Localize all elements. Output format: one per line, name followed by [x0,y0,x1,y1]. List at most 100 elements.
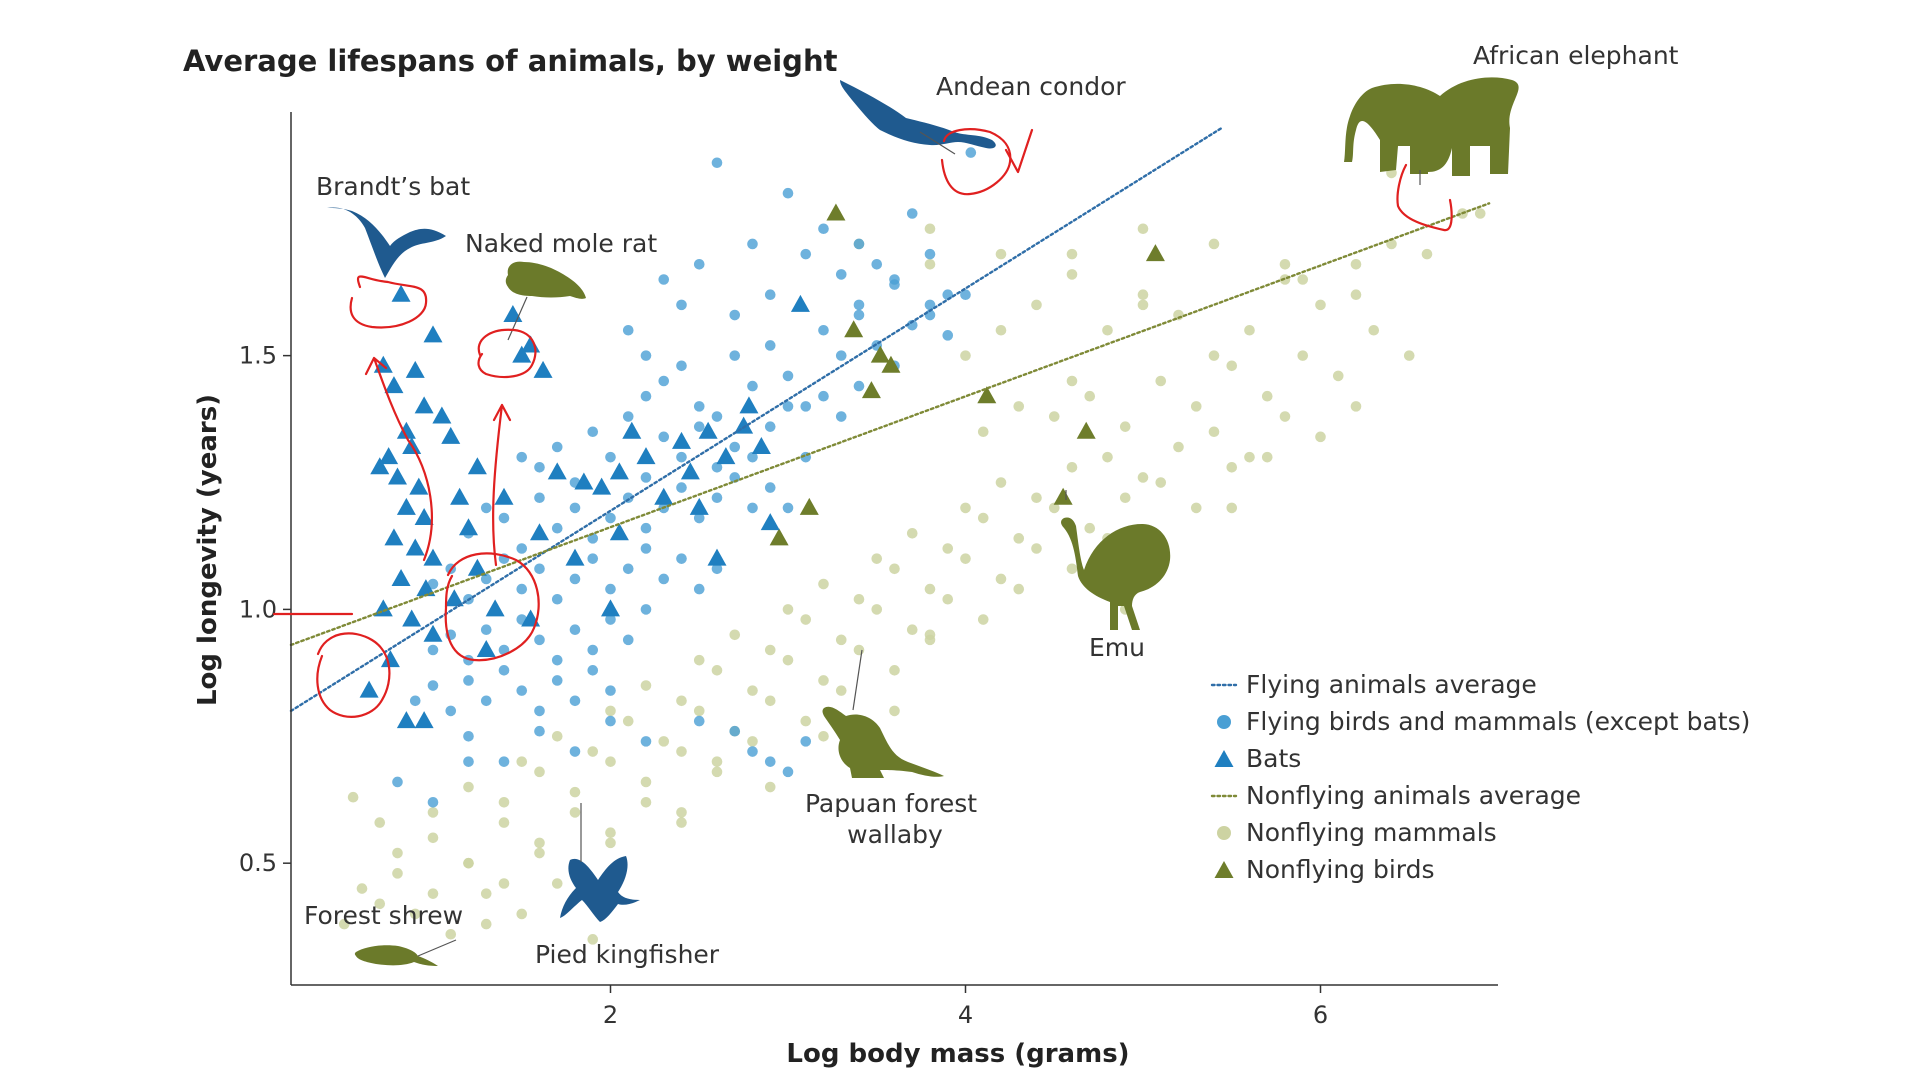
point-nonflying-mammals [782,604,794,615]
point-flying-birds-and-mammals-except-bats [782,766,794,778]
point-flying-birds-and-mammals-except-bats [463,756,474,767]
point-nonflying-mammals [347,791,359,803]
point-flying-birds-and-mammals-except-bats [534,705,545,717]
point-nonflying-mammals [995,477,1007,488]
point-flying-birds-and-mammals-except-bats [516,451,528,463]
x-axis-ticks: 2 4 6 [603,985,1328,1029]
point-nonflying-mammals [1137,472,1149,483]
point-flying-birds-and-mammals-except-bats [658,431,670,443]
point-flying-birds-and-mammals-except-bats [693,401,705,412]
point-nonflying-mammals [1190,502,1202,514]
legend-item: Bats [1214,744,1301,773]
point-flying-birds-and-mammals-except-bats [463,675,474,686]
point-flying-birds-and-mammals-except-bats [764,756,776,767]
point-nonflying-mammals [977,614,989,625]
point-nonflying-mammals [640,776,652,788]
point-nonflying-mammals [1244,324,1255,336]
y-tick-label: 1.5 [239,342,277,370]
point-nonflying-mammals [1031,543,1042,554]
point-flying-birds-and-mammals-except-bats [747,746,758,757]
point-flying-birds-and-mammals-except-bats [427,796,439,808]
point-bats [405,538,425,556]
annotation-papuan-forest-wallaby-line2: wallaby [847,820,943,849]
y-axis-ticks: 0.5 1.0 1.5 [239,342,291,877]
point-flying-birds-and-mammals-except-bats [480,695,492,707]
point-bats [450,487,470,505]
point-flying-birds-and-mammals-except-bats [800,401,812,412]
point-nonflying-birds [769,528,789,546]
point-flying-birds-and-mammals-except-bats [924,248,936,260]
point-flying-birds-and-mammals-except-bats [835,269,847,280]
point-nonflying-mammals [1368,324,1380,336]
point-nonflying-mammals [764,695,776,707]
point-nonflying-mammals [942,593,954,605]
point-flying-birds-and-mammals-except-bats [764,482,776,493]
y-axis-title: Log longevity (years) [193,394,223,706]
annotation-emu: Emu [1089,633,1145,662]
point-bats [592,477,612,495]
point-nonflying-mammals [1208,350,1220,361]
point-flying-birds-and-mammals-except-bats [711,461,723,473]
point-nonflying-mammals [427,888,439,899]
legend-item: Nonflying mammals [1217,818,1497,847]
point-bats [467,558,487,576]
point-bats [423,548,443,566]
handwritten-ink-annotations [272,128,1453,718]
point-nonflying-mammals [1190,401,1202,412]
x-tick-label: 4 [958,1001,973,1029]
point-nonflying-mammals [658,736,670,747]
point-bats [609,523,629,541]
point-nonflying-mammals [800,715,812,727]
point-nonflying-mammals [498,878,510,889]
point-nonflying-mammals [977,512,989,524]
point-nonflying-mammals [676,807,687,818]
point-flying-birds-and-mammals-except-bats [729,441,741,453]
point-nonflying-birds [1145,244,1165,262]
x-tick-label: 2 [603,1001,618,1029]
point-nonflying-mammals [747,685,758,696]
point-flying-birds-and-mammals-except-bats [853,238,865,250]
emu-silhouette-icon [1061,517,1171,630]
point-nonflying-birds [870,345,890,363]
point-flying-birds-and-mammals-except-bats [747,451,758,463]
ink-circle [444,552,540,662]
point-flying-birds-and-mammals-except-bats [747,380,758,392]
point-bats [432,406,452,424]
point-flying-birds-and-mammals-except-bats [605,715,616,727]
point-bats [654,487,674,505]
point-flying-birds-and-mammals-except-bats [729,725,741,737]
point-nonflying-mammals [356,883,368,894]
legend-item: Nonflying animals average [1210,781,1581,810]
point-bats [414,508,434,526]
point-nonflying-mammals [569,786,581,798]
legend: Flying animals average Flying birds and m… [1210,670,1750,884]
point-flying-birds-and-mammals-except-bats [640,543,652,554]
animal-silhouettes [327,77,1519,966]
point-nonflying-mammals [1297,350,1309,361]
point-flying-birds-and-mammals-except-bats [551,654,563,666]
point-flying-birds-and-mammals-except-bats [711,157,723,169]
point-bats [574,472,594,490]
kingfisher-silhouette-icon [560,856,640,922]
point-nonflying-mammals [1386,238,1397,250]
point-nonflying-mammals [1031,492,1042,504]
shrew-silhouette-icon [354,945,438,966]
point-flying-birds-and-mammals-except-bats [569,624,581,636]
point-nonflying-mammals [853,644,865,656]
point-nonflying-mammals [871,604,883,615]
point-bats [734,416,754,434]
legend-label: Nonflying birds [1246,855,1435,884]
point-nonflying-mammals [374,898,386,910]
point-nonflying-mammals [498,796,510,808]
point-flying-birds-and-mammals-except-bats [942,330,954,341]
point-flying-birds-and-mammals-except-bats [605,451,616,463]
point-flying-birds-and-mammals-except-bats [965,147,977,158]
legend-label: Flying animals average [1246,670,1537,699]
point-flying-birds-and-mammals-except-bats [676,360,687,372]
point-flying-birds-and-mammals-except-bats [800,248,812,260]
point-bats [441,426,461,444]
annotation-andean-condor: Andean condor [936,72,1126,101]
point-bats [601,599,620,617]
point-flying-birds-and-mammals-except-bats [534,563,545,575]
point-nonflying-birds [826,203,846,221]
